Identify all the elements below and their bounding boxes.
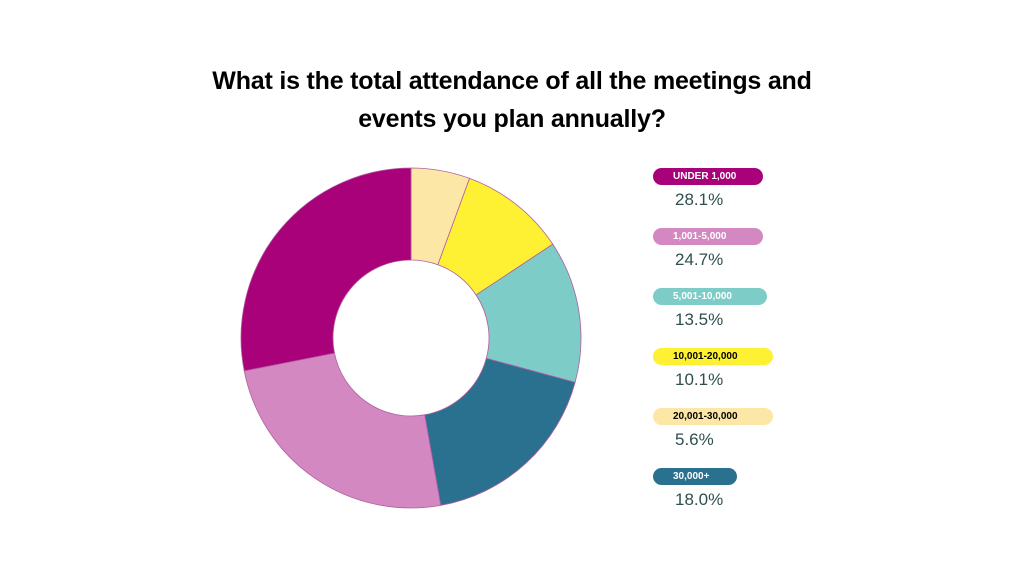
legend-value-label: 18.0%	[675, 490, 724, 509]
legend-category-label: UNDER 1,000	[653, 168, 763, 185]
legend-category-label: 5,001-10,000	[653, 288, 767, 305]
legend-item-2: 5,001-10,000 13.5%	[653, 288, 853, 338]
legend-item-3: 10,001-20,000 10.1%	[653, 348, 853, 398]
legend-value-label: 10.1%	[675, 370, 724, 389]
legend-value-label: 28.1%	[675, 190, 724, 209]
legend-category-label: 20,001-30,000	[653, 408, 773, 425]
chart-title-line-1: What is the total attendance of all the …	[212, 67, 812, 95]
legend-category-label: 30,000+	[653, 468, 737, 485]
legend-item-0: UNDER 1,000 28.1%	[653, 168, 853, 218]
chart-title: What is the total attendance of all the …	[112, 62, 912, 138]
chart-title-line-2: events you plan annually?	[358, 105, 666, 133]
donut-slice-0	[240, 167, 412, 372]
legend-item-1: 1,001-5,000 24.7%	[653, 228, 853, 278]
legend-item-4: 20,001-30,000 5.6%	[653, 408, 853, 458]
legend-category-label: 1,001-5,000	[653, 228, 763, 245]
legend-value-label: 5.6%	[675, 430, 714, 449]
legend-item-5: 30,000+ 18.0%	[653, 468, 853, 518]
donut-slice-5	[424, 357, 576, 506]
donut-slice-2	[475, 243, 582, 383]
legend-value-label: 13.5%	[675, 310, 724, 329]
legend-value-label: 24.7%	[675, 250, 724, 269]
donut-slice-1	[243, 352, 442, 509]
legend-category-label: 10,001-20,000	[653, 348, 773, 365]
